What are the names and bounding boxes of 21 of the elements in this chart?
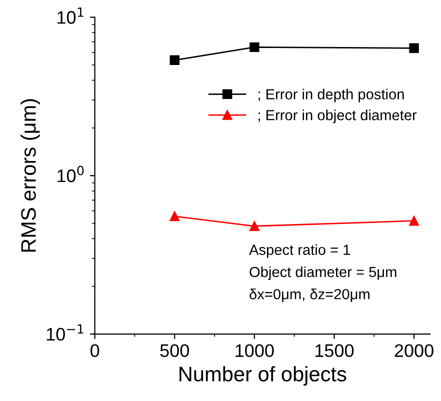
point bbox=[250, 221, 260, 231]
y-tick-label: 10$^{0}$ bbox=[58, 166, 84, 182]
point bbox=[409, 43, 419, 54]
point bbox=[170, 211, 180, 222]
x-tick-label: 2000 bbox=[394, 344, 434, 358]
legend-label: ; Error in depth postion bbox=[258, 88, 404, 102]
point bbox=[250, 42, 260, 52]
y-tick-label: 10$^{−1}$ bbox=[46, 324, 84, 341]
point bbox=[409, 216, 419, 226]
annotation: δx=0μm, δz=20μm bbox=[250, 288, 370, 302]
x-axis-title: Number of objects bbox=[180, 366, 346, 386]
x-tick-label: 500 bbox=[160, 344, 189, 358]
y-tick-label: 10$^{1}$ bbox=[58, 8, 84, 24]
x-tick-label: 1000 bbox=[236, 344, 274, 358]
annotation: Object diameter = 5μm bbox=[250, 266, 396, 280]
annotation: Aspect ratio = 1 bbox=[249, 244, 350, 258]
legend-label: ; Error in object diameter bbox=[258, 110, 417, 124]
x-tick-label: 1500 bbox=[316, 344, 354, 358]
point bbox=[170, 55, 180, 66]
y-axis-title: RMS errors (μm) bbox=[20, 99, 40, 252]
x-tick-label: 0 bbox=[90, 344, 100, 358]
